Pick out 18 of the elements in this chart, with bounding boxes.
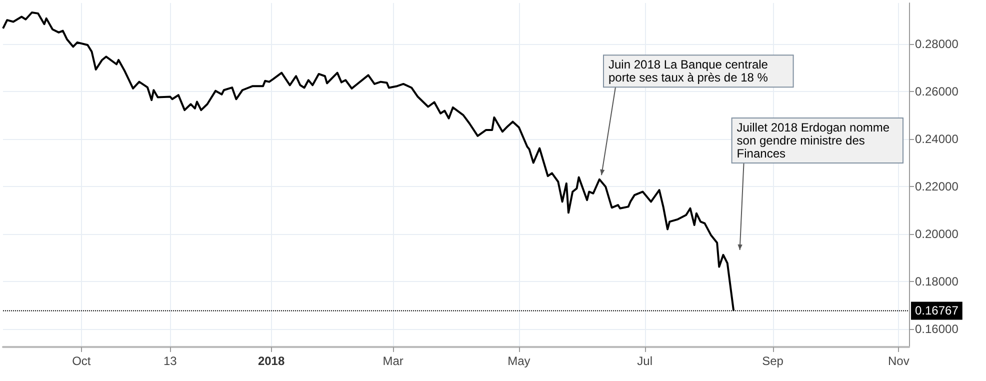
x-tick-label: May xyxy=(508,354,530,368)
y-tick-label: 0.22000 xyxy=(915,180,959,194)
x-tick-label: 13 xyxy=(163,354,178,368)
ref-line-label: 0.16767 xyxy=(915,304,959,318)
x-tick-label: Oct xyxy=(72,354,92,368)
y-tick-label: 0.18000 xyxy=(915,274,959,288)
y-tick-label: 0.28000 xyxy=(915,37,959,52)
x-tick-label: Nov xyxy=(888,354,910,368)
annotation: Juillet 2018 Erdogan nomme son gendre ministre des Finances xyxy=(736,120,890,160)
annotation: Juin 2018 La Banque centrale porte ses taux à près de 18 % xyxy=(608,58,768,85)
y-tick-label: 0.24000 xyxy=(915,132,959,146)
y-tick-label: 0.16000 xyxy=(915,322,959,336)
x-tick-label: Sep xyxy=(762,354,784,368)
y-tick-label: 0.26000 xyxy=(915,84,959,99)
y-tick-label: 0.20000 xyxy=(915,226,959,241)
x-tick-label: Mar xyxy=(382,354,404,368)
x-tick-label: 2018 xyxy=(258,354,285,368)
x-tick-label: Jul xyxy=(637,354,653,368)
